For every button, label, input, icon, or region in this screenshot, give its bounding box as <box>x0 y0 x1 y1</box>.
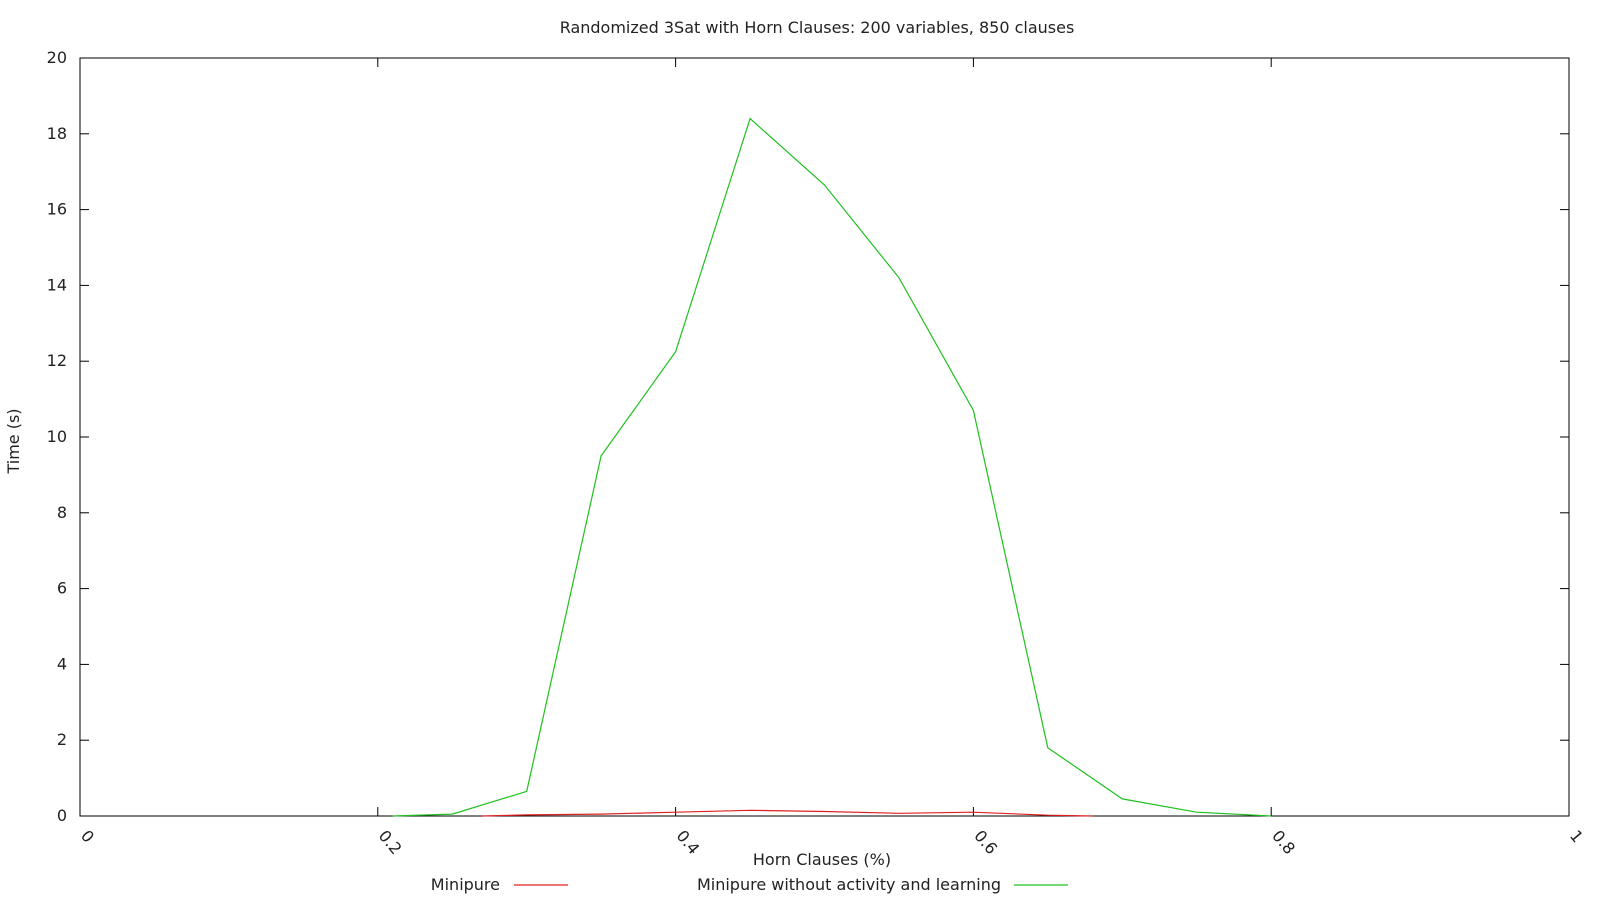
y-axis-label: Time (s) <box>4 408 23 474</box>
x-tick-label: 0.4 <box>673 826 704 858</box>
legend: Minipure Minipure without activity and le… <box>431 875 1068 894</box>
x-tick-label: 0 <box>77 826 98 846</box>
chart-title: Randomized 3Sat with Horn Clauses: 200 v… <box>560 18 1075 37</box>
x-tick-label: 0.2 <box>375 826 406 858</box>
y-tick-label: 4 <box>57 654 67 673</box>
x-axis-label: Horn Clauses (%) <box>753 850 891 869</box>
y-tick-label: 12 <box>47 351 67 370</box>
plot-frame <box>79 57 1570 817</box>
series-layer <box>392 117 1272 817</box>
y-tick-label: 14 <box>47 275 67 294</box>
y-tick-label: 16 <box>47 200 67 219</box>
legend-label-1: Minipure <box>431 875 500 894</box>
x-tick-label: 0.8 <box>1268 826 1299 858</box>
x-tick-label: 1 <box>1566 826 1587 846</box>
axis-ticks: 0 2 4 6 8 10 12 14 16 18 20 0 0.2 0.4 0.6 0.8 1 <box>47 48 1587 858</box>
series-line-1 <box>481 809 1093 817</box>
legend-label-2: Minipure without activity and learning <box>697 875 1001 894</box>
series-line-2 <box>392 117 1272 817</box>
y-tick-label: 8 <box>57 503 67 522</box>
y-tick-label: 18 <box>47 124 67 143</box>
y-tick-label: 6 <box>57 579 67 598</box>
x-tick-label: 0.6 <box>970 826 1001 858</box>
y-tick-label: 20 <box>47 48 67 67</box>
y-tick-label: 2 <box>57 730 67 749</box>
y-tick-label: 10 <box>47 427 67 446</box>
y-tick-label: 0 <box>57 806 67 825</box>
